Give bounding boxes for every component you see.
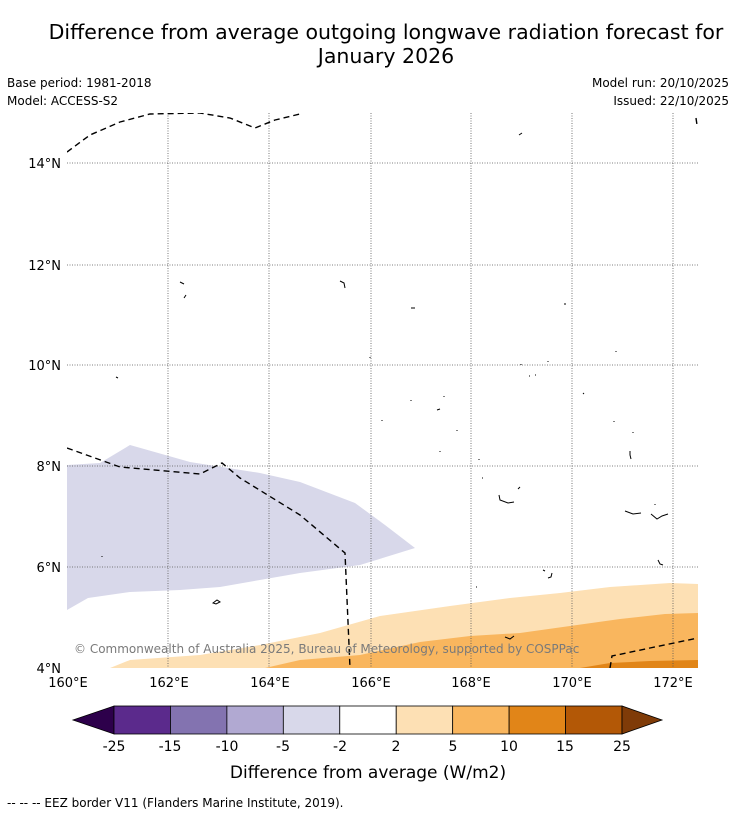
colorbar-cell	[226, 705, 284, 735]
colorbar-under-arrow	[71, 705, 115, 735]
copyright-notice: © Commonwealth of Australia 2025, Bureau…	[74, 642, 579, 656]
colorbar-tick: -25	[103, 739, 126, 755]
colorbar-over-arrow	[621, 705, 664, 735]
anomaly-field	[67, 445, 698, 668]
anomaly-pos-10-15	[580, 660, 698, 668]
lon-label: 162°E	[149, 676, 189, 691]
lat-label: 10°N	[28, 359, 61, 374]
base-period: Base period: 1981-2018	[7, 76, 152, 90]
colorbar-cell	[113, 705, 171, 735]
colorbar-tick: 15	[556, 739, 574, 755]
map-grid	[67, 113, 698, 668]
lat-label: 4°N	[37, 662, 62, 677]
colorbar-tick: 5	[449, 739, 458, 755]
model-run: Model run: 20/10/2025	[591, 76, 729, 90]
lon-labels: 160°E 162°E 164°E 166°E 168°E 170°E 172°…	[48, 676, 693, 691]
anomaly-pos-5-10	[265, 613, 698, 668]
meta-left: Base period: 1981-2018 Model: ACCESS-S2	[7, 74, 152, 110]
colorbar-cells	[113, 705, 623, 735]
colorbar-ticks: -25 -15 -10 -5 -2 2 5 10 15 25	[103, 739, 631, 755]
eez-footnote: -- -- -- EEZ border V11 (Flanders Marine…	[7, 796, 344, 810]
colorbar-tick: -5	[276, 739, 290, 755]
issued-date: Issued: 22/10/2025	[613, 94, 729, 108]
lat-label: 14°N	[28, 157, 61, 172]
colorbar-tick: -2	[333, 739, 347, 755]
colorbar-tick: 25	[613, 739, 631, 755]
colorbar-label: Difference from average (W/m2)	[230, 763, 506, 783]
model-name: Model: ACCESS-S2	[7, 94, 119, 108]
lat-label: 8°N	[37, 460, 62, 475]
colorbar-tick: -10	[216, 739, 239, 755]
lon-label: 166°E	[351, 676, 391, 691]
colorbar-cell	[452, 705, 510, 735]
colorbar-cell	[170, 705, 228, 735]
eez-borders	[67, 113, 698, 668]
colorbar-cell	[395, 705, 454, 735]
colorbar-cell	[339, 705, 397, 735]
lat-labels: 14°N 12°N 10°N 8°N 6°N 4°N	[28, 157, 61, 677]
colorbar-cell	[508, 705, 566, 735]
colorbar-tick: 10	[500, 739, 518, 755]
lon-label: 164°E	[250, 676, 290, 691]
lon-label: 170°E	[552, 676, 592, 691]
colorbar-cell	[565, 705, 623, 735]
colorbar-tick: 2	[392, 739, 401, 755]
chart-title: Difference from average outgoing longwav…	[0, 20, 736, 68]
colorbar-tick: -15	[159, 739, 182, 755]
islands	[101, 132, 669, 640]
lon-label: 168°E	[451, 676, 491, 691]
lat-label: 12°N	[28, 259, 61, 274]
colorbar-cell	[282, 705, 341, 735]
anomaly-neg-2-5	[67, 445, 415, 610]
lon-label: 160°E	[48, 676, 88, 691]
lat-label: 6°N	[37, 561, 62, 576]
title-line-2: January 2026	[317, 44, 455, 68]
lon-label: 172°E	[653, 676, 693, 691]
colorbar: -25 -15 -10 -5 -2 2 5 10 15 25 Differenc…	[71, 705, 664, 783]
meta-right: Model run: 20/10/2025 Issued: 22/10/2025	[592, 74, 729, 110]
title-line-1: Difference from average outgoing longwav…	[48, 20, 724, 44]
